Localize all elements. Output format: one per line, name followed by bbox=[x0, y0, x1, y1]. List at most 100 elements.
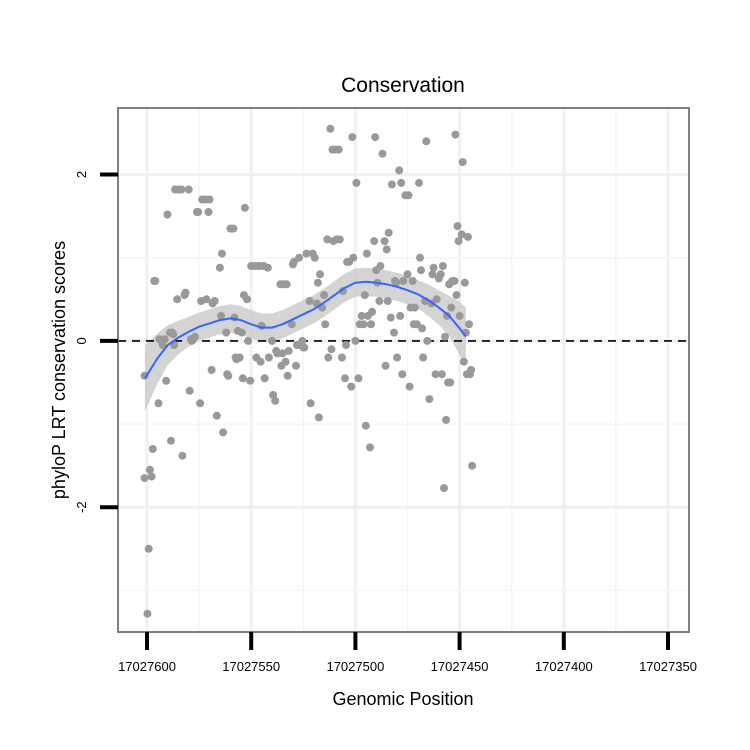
data-point bbox=[302, 249, 311, 258]
data-point bbox=[431, 370, 440, 379]
data-point bbox=[393, 353, 402, 362]
data-point bbox=[190, 332, 199, 341]
data-point bbox=[370, 237, 379, 246]
data-point bbox=[306, 399, 315, 408]
data-point bbox=[246, 376, 255, 385]
data-point bbox=[204, 208, 213, 216]
data-point bbox=[147, 472, 156, 481]
data-point bbox=[380, 237, 389, 246]
data-point bbox=[468, 461, 477, 470]
data-point bbox=[440, 484, 448, 493]
data-point bbox=[422, 137, 431, 146]
data-point bbox=[237, 328, 246, 337]
data-point bbox=[284, 346, 293, 355]
data-point bbox=[405, 382, 414, 391]
data-point bbox=[185, 386, 194, 395]
data-point bbox=[465, 320, 473, 329]
data-point bbox=[423, 336, 432, 345]
data-point bbox=[418, 324, 427, 333]
data-point bbox=[217, 311, 225, 320]
smooth-line-layer bbox=[144, 280, 467, 379]
data-point bbox=[454, 237, 463, 246]
data-point bbox=[281, 357, 290, 366]
data-point bbox=[184, 185, 193, 194]
data-point bbox=[327, 345, 336, 354]
data-point bbox=[378, 149, 387, 158]
data-point bbox=[342, 341, 350, 349]
data-point bbox=[178, 451, 187, 460]
data-point bbox=[438, 262, 447, 270]
y-tick-label: 2 bbox=[74, 171, 89, 178]
data-point bbox=[326, 124, 335, 133]
data-point bbox=[376, 262, 385, 270]
data-point bbox=[316, 270, 324, 279]
data-point bbox=[460, 278, 469, 287]
x-tick-label: 17027350 bbox=[639, 659, 697, 674]
data-point bbox=[360, 291, 369, 300]
data-point bbox=[341, 374, 349, 383]
data-point bbox=[362, 249, 371, 258]
data-point bbox=[148, 445, 157, 453]
panel-border bbox=[117, 107, 690, 633]
data-point bbox=[359, 320, 368, 329]
data-point bbox=[219, 428, 228, 437]
data-point bbox=[263, 263, 272, 272]
data-point bbox=[324, 353, 333, 362]
data-point bbox=[432, 295, 441, 304]
data-point bbox=[397, 178, 406, 187]
data-point bbox=[215, 263, 224, 272]
chart-title: Conservation bbox=[341, 74, 465, 97]
y-tick-label: -2 bbox=[74, 501, 89, 513]
x-tick-label: 17027400 bbox=[535, 659, 593, 674]
data-point bbox=[354, 374, 363, 383]
data-point bbox=[300, 343, 309, 352]
data-point bbox=[244, 336, 253, 345]
data-point bbox=[399, 277, 408, 285]
data-point bbox=[205, 195, 214, 204]
data-point bbox=[278, 349, 287, 358]
data-point bbox=[256, 357, 265, 366]
data-point bbox=[151, 277, 160, 285]
data-point bbox=[442, 415, 451, 424]
data-point bbox=[429, 263, 438, 272]
data-point bbox=[396, 311, 405, 320]
data-point bbox=[264, 353, 273, 362]
data-point bbox=[368, 307, 377, 316]
data-point bbox=[292, 361, 300, 370]
data-point bbox=[260, 374, 269, 383]
data-point bbox=[212, 411, 221, 420]
data-point bbox=[395, 166, 404, 175]
data-point bbox=[335, 235, 344, 244]
data-point bbox=[415, 178, 423, 187]
data-point bbox=[145, 465, 154, 474]
data-point-layer bbox=[140, 124, 477, 618]
data-point bbox=[367, 320, 375, 329]
data-point bbox=[287, 320, 296, 329]
data-point bbox=[457, 230, 466, 239]
x-tick-label: 17027450 bbox=[431, 659, 489, 674]
data-point bbox=[348, 133, 357, 142]
data-point bbox=[320, 291, 329, 300]
data-point bbox=[398, 370, 407, 379]
data-point bbox=[313, 278, 322, 287]
x-tick-label: 17027500 bbox=[326, 659, 384, 674]
data-point bbox=[352, 178, 361, 187]
data-point bbox=[453, 222, 462, 231]
data-point bbox=[323, 235, 332, 244]
data-point bbox=[210, 297, 219, 305]
data-point bbox=[283, 371, 292, 380]
data-point bbox=[334, 145, 343, 154]
data-point bbox=[298, 336, 307, 345]
data-point bbox=[160, 335, 169, 344]
data-point bbox=[268, 336, 276, 345]
data-point bbox=[451, 130, 460, 139]
data-point bbox=[271, 396, 280, 405]
data-point bbox=[467, 366, 476, 374]
data-point bbox=[167, 436, 175, 445]
data-point bbox=[425, 395, 434, 404]
data-point bbox=[446, 378, 455, 387]
data-point bbox=[447, 303, 456, 312]
data-point bbox=[403, 270, 412, 279]
